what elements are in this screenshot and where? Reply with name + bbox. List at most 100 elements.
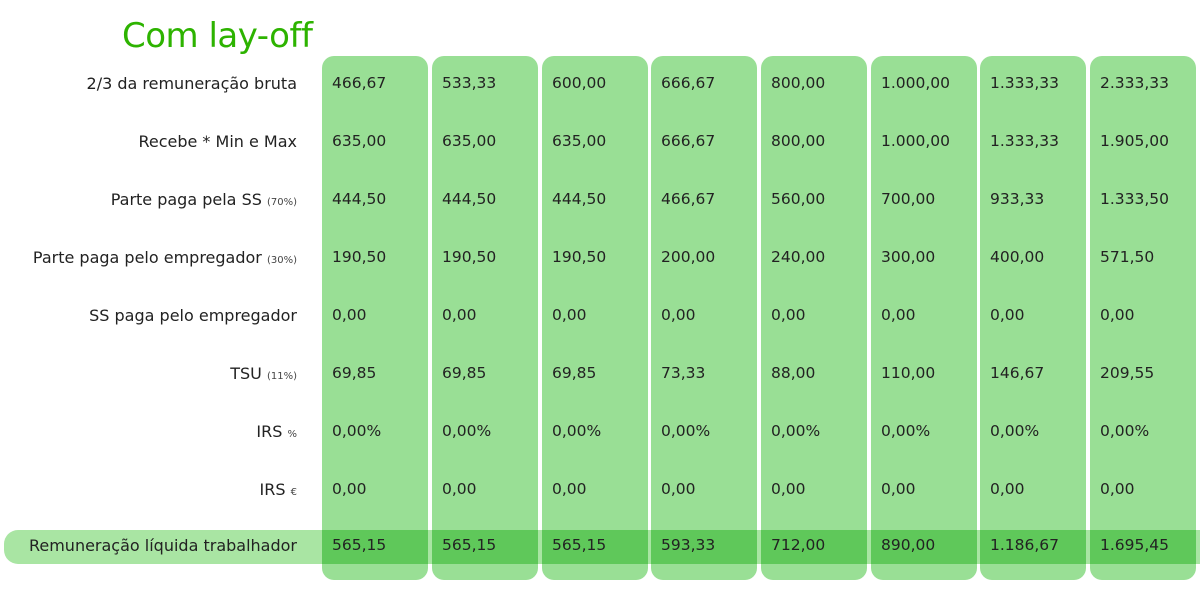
row-label-note: €: [290, 487, 297, 498]
table-cell: 300,00: [881, 248, 936, 266]
table-cell: 0,00%: [661, 422, 711, 440]
table-cell: 560,00: [771, 190, 826, 208]
row-label: SS paga pelo empregador: [0, 306, 297, 325]
table-cell: 466,67: [332, 74, 387, 92]
row-label-text: IRS: [259, 480, 286, 499]
result-cell-bg: [761, 530, 867, 564]
table-cell: 600,00: [552, 74, 607, 92]
table-cell: 666,67: [661, 132, 716, 150]
result-cell-bg: [651, 530, 757, 564]
table-cell: 400,00: [990, 248, 1045, 266]
table-cell: 190,50: [442, 248, 497, 266]
table-cell: 2.333,33: [1100, 74, 1170, 92]
table-cell: 0,00%: [552, 422, 602, 440]
row-label: Recebe * Min e Max: [0, 132, 297, 151]
row-label: TSU (11%): [0, 364, 297, 383]
table-cell: 0,00: [881, 480, 916, 498]
table-cell: 0,00: [771, 480, 806, 498]
row-label-text: SS paga pelo empregador: [89, 306, 297, 325]
result-cell-bg: [322, 530, 428, 564]
row-label-text: TSU: [230, 364, 262, 383]
table-cell: 0,00%: [1100, 422, 1150, 440]
result-label: Remuneração líquida trabalhador: [28, 536, 297, 555]
table-cell: 0,00: [771, 306, 806, 324]
page-title: Com lay-off: [122, 16, 313, 56]
table-cell: 240,00: [771, 248, 826, 266]
table-cell: 466,67: [661, 190, 716, 208]
result-value: 593,33: [661, 536, 716, 554]
table-cell: 88,00: [771, 364, 816, 382]
row-label: IRS €: [0, 480, 297, 499]
result-value: 565,15: [552, 536, 607, 554]
table-cell: 444,50: [552, 190, 607, 208]
row-label: Parte paga pelo empregador (30%): [0, 248, 297, 267]
result-value: 890,00: [881, 536, 936, 554]
table-cell: 1.333,33: [990, 74, 1060, 92]
table-cell: 69,85: [332, 364, 377, 382]
row-label: 2/3 da remuneração bruta: [0, 74, 297, 93]
result-value: 712,00: [771, 536, 826, 554]
value-column: [432, 56, 538, 580]
table-cell: 209,55: [1100, 364, 1155, 382]
row-label-text: Recebe * Min e Max: [138, 132, 297, 151]
table-cell: 200,00: [661, 248, 716, 266]
value-column: [980, 56, 1086, 580]
table-cell: 0,00: [552, 480, 587, 498]
result-cell-bg: [980, 530, 1086, 564]
table-cell: 0,00: [332, 306, 367, 324]
result-value: 1.695,45: [1100, 536, 1170, 554]
table-cell: 0,00%: [332, 422, 382, 440]
table-cell: 635,00: [552, 132, 607, 150]
result-value: 565,15: [332, 536, 387, 554]
row-label-text: Parte paga pelo empregador: [32, 248, 262, 267]
table-cell: 146,67: [990, 364, 1045, 382]
table-cell: 0,00: [442, 480, 477, 498]
value-column: [542, 56, 648, 580]
table-cell: 0,00: [1100, 480, 1135, 498]
table-cell: 1.000,00: [881, 74, 951, 92]
table-cell: 800,00: [771, 74, 826, 92]
value-column: [761, 56, 867, 580]
table-cell: 110,00: [881, 364, 936, 382]
table-cell: 0,00: [442, 306, 477, 324]
table-cell: 635,00: [442, 132, 497, 150]
table-cell: 0,00%: [990, 422, 1040, 440]
table-cell: 0,00%: [442, 422, 492, 440]
value-column: [651, 56, 757, 580]
table-cell: 0,00%: [881, 422, 931, 440]
row-label-note: %: [287, 429, 297, 440]
row-label: IRS %: [0, 422, 297, 441]
table-cell: 1.905,00: [1100, 132, 1170, 150]
table-cell: 0,00%: [771, 422, 821, 440]
table-cell: 1.333,50: [1100, 190, 1170, 208]
table-cell: 73,33: [661, 364, 706, 382]
result-value: 565,15: [442, 536, 497, 554]
table-cell: 444,50: [332, 190, 387, 208]
row-label-text: Parte paga pela SS: [110, 190, 262, 209]
row-label-note: (70%): [266, 197, 297, 208]
table-cell: 0,00: [990, 306, 1025, 324]
table-cell: 1.000,00: [881, 132, 951, 150]
result-cell-bg: [1090, 530, 1196, 564]
table-cell: 0,00: [1100, 306, 1135, 324]
table-cell: 0,00: [661, 306, 696, 324]
row-label-note: (11%): [266, 371, 297, 382]
table-cell: 933,33: [990, 190, 1045, 208]
table-cell: 69,85: [442, 364, 487, 382]
table-cell: 533,33: [442, 74, 497, 92]
result-cell-bg: [871, 530, 977, 564]
table-cell: 571,50: [1100, 248, 1155, 266]
row-label-text: IRS: [256, 422, 283, 441]
table-cell: 666,67: [661, 74, 716, 92]
table-cell: 0,00: [990, 480, 1025, 498]
table-cell: 1.333,33: [990, 132, 1060, 150]
table-cell: 0,00: [332, 480, 367, 498]
value-column: [322, 56, 428, 580]
table-cell: 800,00: [771, 132, 826, 150]
table-cell: 700,00: [881, 190, 936, 208]
table-cell: 635,00: [332, 132, 387, 150]
row-label-text: 2/3 da remuneração bruta: [86, 74, 297, 93]
result-cell-bg: [542, 530, 648, 564]
table-cell: 69,85: [552, 364, 597, 382]
result-cell-bg: [432, 530, 538, 564]
